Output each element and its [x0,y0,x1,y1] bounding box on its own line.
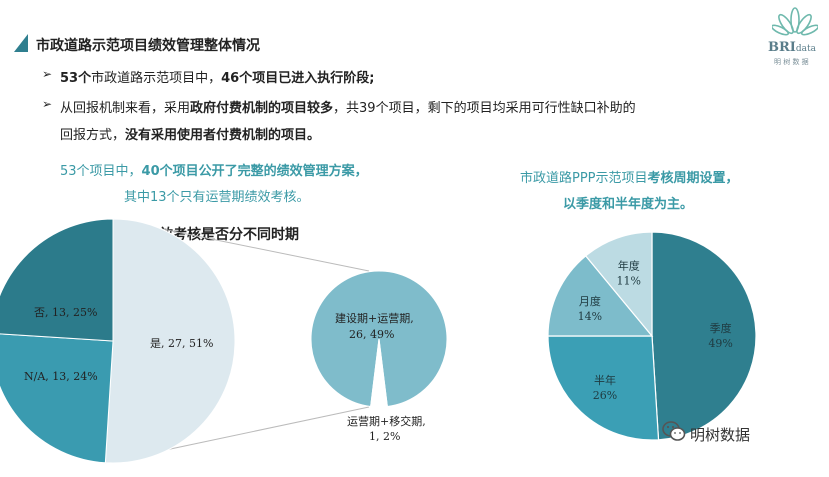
logo-flower-icon [772,7,818,36]
pie3-slice-0 [651,231,757,441]
chart-title: 绩效考核是否分不同时期 [145,227,299,243]
pie2-label-1-line2: 1, 2% [369,430,400,443]
bullet-1: 53个市政道路示范项目中，46个项目已进入执行阶段; [60,71,375,86]
pie2-label-0-line1: 建设期+运营期, [335,311,414,325]
bullet-2: 从回报机制来看，采用政府付费机制的项目较多，共39个项目，剩下的项目均采用可行性… [60,101,636,116]
wechat-icon [662,421,686,441]
slide-title: 市政道路示范项目绩效管理整体情况 [36,38,260,54]
pie-chart-assessment-cycle: 季度 49% 半年 26% 月度 14% 年度 11% [547,231,757,441]
pie-slice-1 [0,333,114,464]
logo: BRIdata [768,40,816,55]
pie3-value-1: 26% [593,389,617,402]
pie-chart-period-breakdown: 建设期+运营期, 26, 49% 运营期+移交期, 1, 2% [310,270,448,443]
watermark: 明树数据 [690,426,751,444]
pie-chart-periods: 是, 27, 51% 否, 13, 25% N/A, 13, 24% [0,218,236,464]
pie-label-1: 否, 13, 25% [34,306,97,319]
pie3-value-3: 11% [617,274,641,287]
pie2-label-0-line2: 26, 49% [349,328,394,341]
pie3-label-1: 半年 [594,373,616,387]
pie3-label-3: 年度 [618,258,640,272]
left-note-line-1: 53个项目中，40个项目公开了完整的绩效管理方案， [60,164,368,179]
right-note-line-2: 以季度和半年度为主。 [563,197,694,212]
pie3-value-0: 49% [708,337,732,350]
pie3-slice-2 [547,255,654,337]
pie3-label-0: 季度 [710,321,732,335]
pie3-label-2: 月度 [579,294,601,308]
bullet-arrow-icon: ➢ [42,67,53,81]
pie2-slice-1 [370,338,388,408]
bullet-arrow-icon: ➢ [42,97,53,111]
pie2-label-1-line1: 运营期+移交期, [347,414,426,428]
title-marker-icon [14,34,28,52]
pie3-value-2: 14% [578,310,602,323]
pie-slice-2 [0,218,114,342]
logo-subtitle: 明 树 数 据 [774,58,809,66]
bullet-2-continued: 回报方式，没有采用使用者付费机制的项目。 [60,128,321,143]
pie3-slice-1 [547,335,660,441]
pie3-slice-3 [584,231,653,338]
right-note-line-1: 市政道路PPP示范项目考核周期设置， [520,171,739,186]
left-note-line-2: 其中13个只有运营期绩效考核。 [124,190,310,205]
pie-label-0: 是, 27, 51% [150,337,213,350]
pie-label-2: N/A, 13, 24% [24,370,98,383]
pie-slice-0 [104,218,236,464]
pie2-slice-0 [310,270,448,408]
